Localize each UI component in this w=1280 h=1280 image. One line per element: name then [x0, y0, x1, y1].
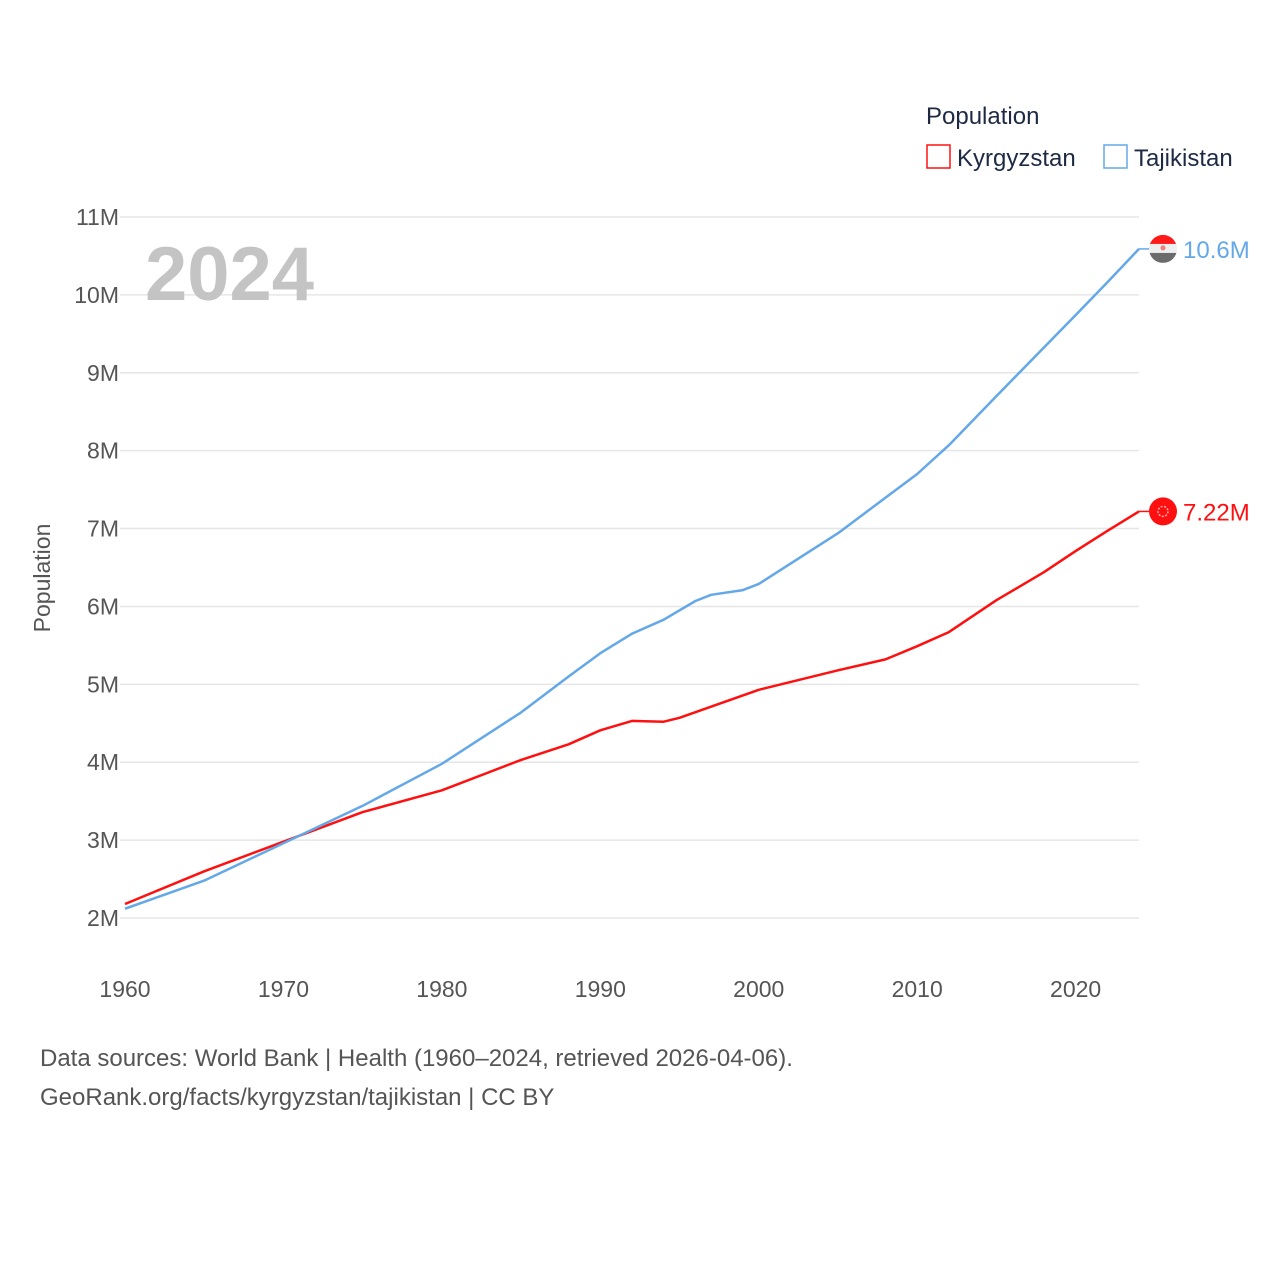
x-tick-label: 1970	[258, 976, 309, 1002]
x-tick-label: 2010	[892, 976, 943, 1002]
legend-label-kyrgyzstan: Kyrgyzstan	[957, 145, 1076, 172]
y-tick-label: 6M	[87, 593, 119, 619]
series-line-tajikistan	[124, 248, 1140, 910]
x-tick-label: 1980	[416, 976, 467, 1002]
footer-sources: Data sources: World Bank | Health (1960–…	[40, 1045, 793, 1072]
y-tick-label: 7M	[87, 516, 119, 542]
y-tick-label: 4M	[87, 749, 119, 775]
y-tick-label: 10M	[74, 282, 119, 308]
y-axis-label: Population	[29, 524, 55, 633]
y-tick-label: 11M	[76, 204, 119, 230]
flag-crown	[1160, 245, 1166, 251]
tajikistan-flag-icon	[1149, 234, 1177, 263]
legend-title: Population	[926, 103, 1039, 130]
footer-attribution[interactable]: GeoRank.org/facts/kyrgyzstan/tajikistan …	[40, 1084, 555, 1111]
series-line-kyrgyzstan	[124, 510, 1140, 906]
y-tick-label: 3M	[87, 827, 119, 853]
kyrgyzstan-flag-icon	[1149, 497, 1177, 526]
year-watermark: 2024	[145, 232, 314, 317]
legend-label-tajikistan: Tajikistan	[1134, 145, 1233, 172]
x-tick-label: 1960	[99, 976, 150, 1002]
flag-sun	[1157, 505, 1169, 518]
x-tick-label: 2000	[733, 976, 784, 1002]
legend-swatch-kyrgyzstan	[926, 144, 951, 169]
x-tick-label: 2020	[1050, 976, 1101, 1002]
flag-band	[1149, 252, 1177, 263]
y-tick-label: 9M	[87, 360, 119, 386]
flag-band	[1149, 234, 1177, 245]
end-value-label-kyrgyzstan: 7.22M	[1183, 499, 1250, 526]
legend-swatch-tajikistan	[1103, 144, 1128, 169]
y-tick-label: 2M	[87, 905, 119, 931]
x-tick-label: 1990	[575, 976, 626, 1002]
y-tick-label: 8M	[87, 438, 119, 464]
end-value-label-tajikistan: 10.6M	[1183, 237, 1250, 264]
y-tick-label: 5M	[87, 671, 119, 697]
